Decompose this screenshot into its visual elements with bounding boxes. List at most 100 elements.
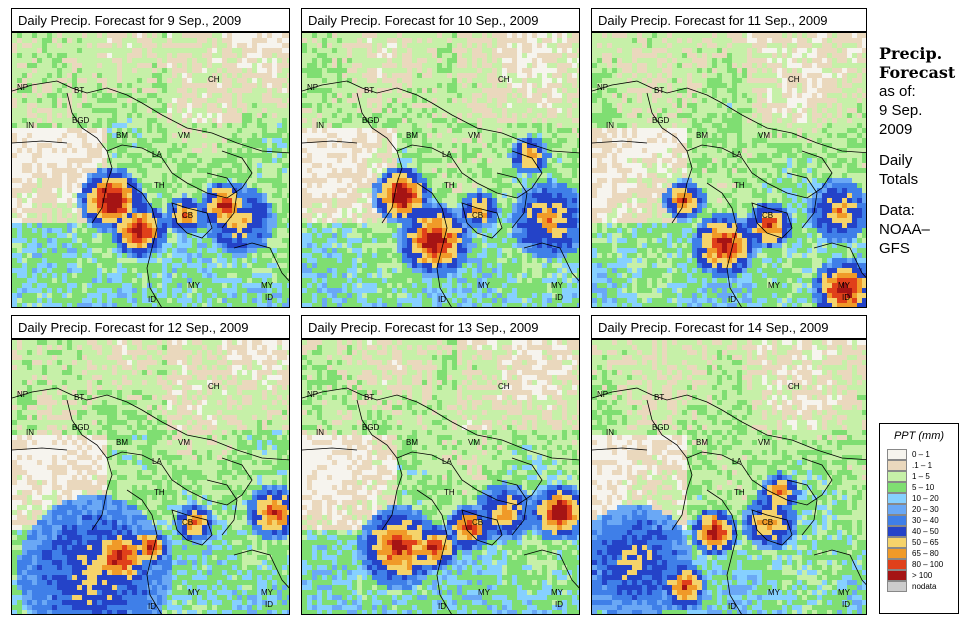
sidebar-heading-line2: Forecast — [879, 63, 956, 82]
country-label: CH — [208, 75, 220, 84]
country-label: ID — [842, 600, 850, 609]
country-label: LA — [442, 150, 452, 159]
country-label: MY — [768, 281, 780, 290]
legend-swatch — [887, 504, 907, 515]
legend-title: PPT (mm) — [893, 430, 945, 442]
legend-label: 20 – 30 — [912, 505, 939, 514]
country-label: ID — [438, 295, 446, 304]
boundary-line — [496, 172, 528, 229]
country-label: IN — [26, 428, 34, 437]
country-label: BM — [116, 438, 128, 447]
legend-item: 0 – 1 — [887, 449, 958, 460]
country-label: MY — [261, 588, 273, 597]
asof-line2: 9 Sep. — [879, 102, 923, 119]
boundary-line — [786, 479, 818, 536]
asof-line1: as of: — [879, 83, 916, 100]
boundary-line — [592, 80, 866, 154]
country-label: IN — [606, 121, 614, 130]
legend-label: 10 – 20 — [912, 494, 939, 503]
country-label: BGD — [362, 116, 380, 125]
daily-line1: Daily — [879, 152, 913, 169]
country-label: BM — [406, 438, 418, 447]
country-label: MY — [261, 281, 273, 290]
country-label: ID — [555, 293, 563, 302]
legend-label: 65 – 80 — [912, 549, 939, 558]
boundary-line — [592, 447, 648, 451]
boundary-line — [106, 451, 253, 506]
legend-label: nodata — [912, 582, 937, 591]
boundary-line — [461, 202, 503, 239]
boundary-line — [461, 509, 503, 546]
country-label: MY — [551, 281, 563, 290]
country-label: MY — [478, 281, 490, 290]
country-label: MY — [478, 588, 490, 597]
country-label: LA — [732, 457, 742, 466]
legend-item: .1 – 1 — [887, 460, 958, 471]
legend: PPT (mm) 0 – 1 .1 – 1 1 – 5 5 – 10 10 – 20 20… — [879, 423, 959, 614]
boundary-line — [12, 80, 289, 154]
boundary-line — [12, 140, 68, 144]
boundary-line — [751, 509, 793, 546]
boundary-line — [592, 140, 648, 144]
country-label: BGD — [72, 116, 90, 125]
country-label: VM — [468, 438, 480, 447]
boundary-line — [233, 242, 289, 282]
legend-label: > 100 — [912, 571, 933, 580]
boundary-line — [233, 549, 289, 589]
country-label: MY — [768, 588, 780, 597]
country-label: CH — [208, 382, 220, 391]
boundary-line — [206, 172, 238, 229]
boundary-line — [813, 242, 866, 279]
boundary-line — [12, 447, 68, 451]
boundary-line — [496, 479, 528, 536]
boundary-line — [126, 182, 162, 307]
country-label: BGD — [652, 423, 670, 432]
boundary-line — [751, 202, 793, 239]
boundary-line — [171, 202, 213, 239]
country-label: ID — [438, 602, 446, 611]
legend-label: 0 – 1 — [912, 450, 930, 459]
boundary-line — [302, 80, 579, 154]
legend-item: 30 – 40 — [887, 515, 958, 526]
country-label: ID — [148, 602, 156, 611]
precip-map: NP BT IN BGD CH BM VM LA TH CB MY ID ID MY — [591, 32, 867, 308]
country-label: BT — [654, 393, 665, 402]
precip-field — [592, 33, 866, 307]
country-label: NP — [597, 83, 609, 92]
boundary-line — [396, 144, 543, 199]
country-label: ID — [148, 295, 156, 304]
country-label: NP — [307, 83, 319, 92]
boundary-line — [592, 387, 866, 461]
precip-map: NP BT IN BGD CH BM VM LA TH CB MY ID ID MY — [301, 339, 580, 615]
country-label: CB — [182, 211, 194, 220]
precip-map: NP BT IN BGD CH BM VM LA TH CB MY ID ID MY — [11, 339, 290, 615]
country-label: BT — [74, 393, 85, 402]
country-label: ID — [728, 295, 736, 304]
panel-title: Daily Precip. Forecast for 13 Sep., 2009 — [301, 315, 580, 339]
country-label: BT — [654, 86, 665, 95]
country-label: NP — [597, 390, 609, 399]
legend-item: 10 – 20 — [887, 493, 958, 504]
legend-swatch — [887, 471, 907, 482]
country-label: LA — [442, 457, 452, 466]
country-label: MY — [188, 588, 200, 597]
legend-swatch — [887, 581, 907, 592]
boundary-line — [786, 172, 818, 229]
daily-line2: Totals — [879, 171, 919, 188]
legend-swatch — [887, 537, 907, 548]
boundary-line — [416, 489, 452, 614]
data-line1: Data: — [879, 202, 915, 219]
legend-label: .1 – 1 — [912, 461, 933, 470]
country-label: BGD — [362, 423, 380, 432]
country-label: CB — [762, 211, 774, 220]
country-label: TH — [444, 181, 455, 190]
country-label: CB — [762, 518, 774, 527]
panel-title: Daily Precip. Forecast for 11 Sep., 2009 — [591, 8, 867, 32]
legend-swatch — [887, 548, 907, 559]
country-label: IN — [606, 428, 614, 437]
legend-swatch — [887, 449, 907, 460]
country-label: ID — [842, 293, 850, 302]
legend-item: > 100 — [887, 570, 958, 581]
country-label: LA — [152, 150, 162, 159]
boundary-line — [126, 489, 162, 614]
